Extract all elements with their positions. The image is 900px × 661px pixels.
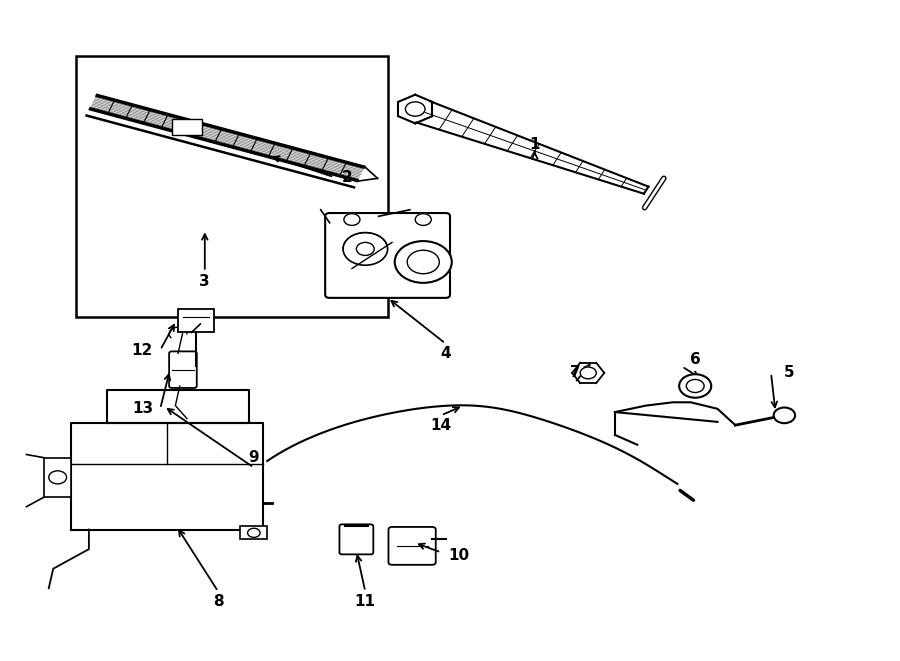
Text: 14: 14 (430, 418, 452, 433)
Text: 13: 13 (131, 401, 153, 416)
Text: 8: 8 (213, 594, 223, 609)
Text: 10: 10 (448, 548, 470, 563)
FancyBboxPatch shape (389, 527, 436, 564)
Text: 1: 1 (529, 137, 540, 152)
Circle shape (687, 379, 704, 393)
Text: 12: 12 (131, 342, 153, 358)
Text: 9: 9 (248, 450, 259, 465)
Circle shape (343, 233, 388, 265)
Bar (76, 56, 388, 317)
Text: 11: 11 (355, 594, 376, 609)
Bar (240, 526, 267, 539)
Circle shape (680, 374, 711, 398)
Circle shape (407, 251, 439, 274)
Circle shape (49, 471, 67, 484)
Bar (44, 458, 71, 497)
FancyBboxPatch shape (325, 213, 450, 298)
Circle shape (774, 408, 795, 423)
Text: 7: 7 (570, 366, 580, 381)
FancyBboxPatch shape (339, 524, 374, 555)
Circle shape (395, 241, 452, 283)
Text: 2: 2 (342, 170, 353, 184)
Circle shape (248, 528, 260, 537)
Text: 6: 6 (689, 352, 700, 368)
Text: 4: 4 (440, 346, 451, 361)
FancyBboxPatch shape (172, 120, 202, 135)
Circle shape (580, 367, 596, 379)
Circle shape (344, 214, 360, 225)
Circle shape (356, 243, 374, 255)
Bar (178, 309, 213, 332)
Circle shape (405, 102, 425, 116)
Text: 3: 3 (200, 274, 210, 289)
FancyBboxPatch shape (169, 352, 197, 388)
Text: 5: 5 (784, 366, 794, 381)
Circle shape (415, 214, 431, 225)
